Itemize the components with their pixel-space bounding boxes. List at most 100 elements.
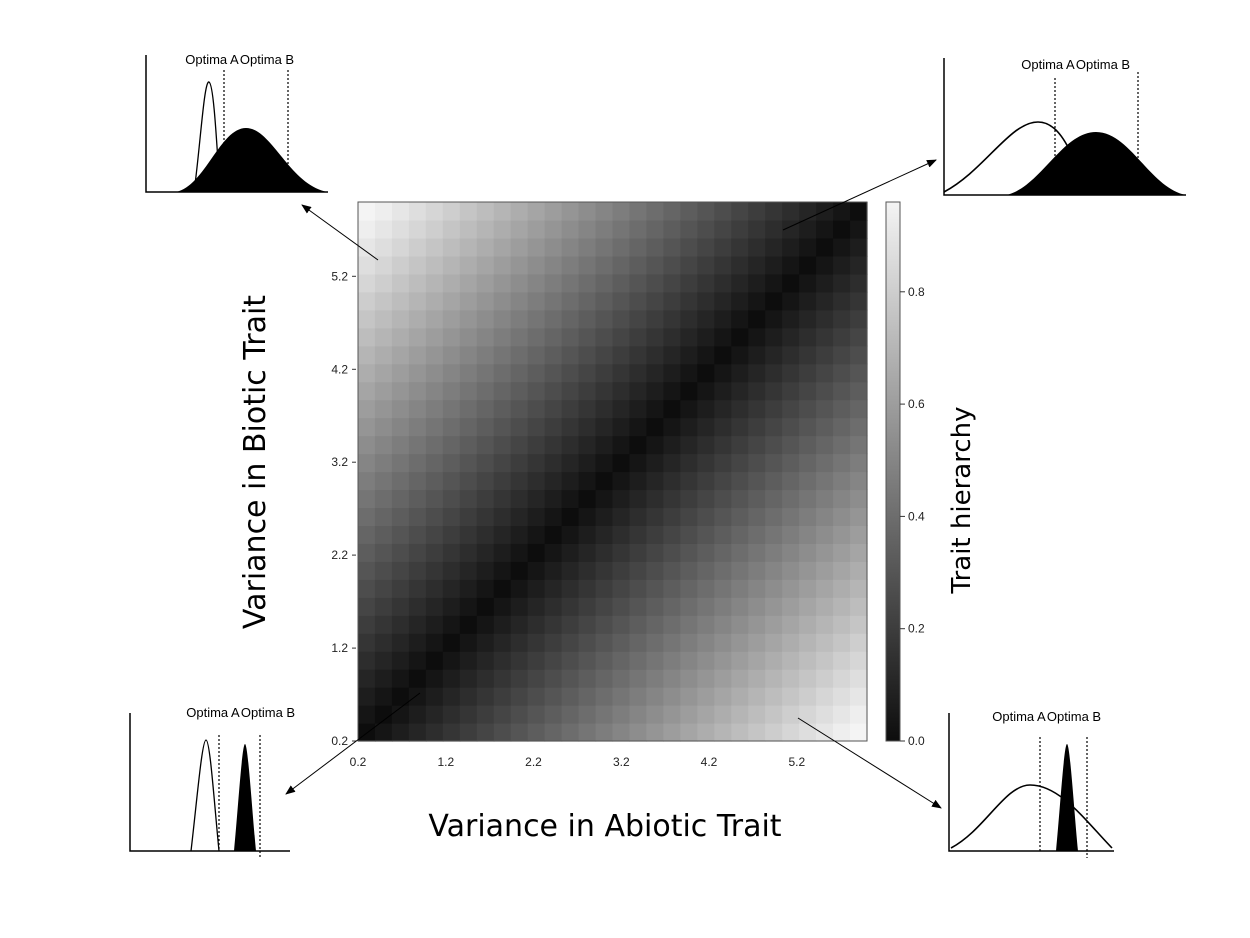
heatmap-cell — [731, 489, 749, 509]
x-tick-label: 1.2 — [437, 755, 454, 769]
heatmap-cell — [358, 633, 376, 652]
heatmap-cell — [629, 309, 648, 329]
heatmap-cell — [510, 237, 529, 257]
heatmap-cell — [697, 219, 715, 239]
heatmap-cell — [663, 597, 681, 616]
heatmap-cell — [595, 525, 614, 544]
heatmap-cell — [561, 669, 580, 688]
heatmap-cell — [697, 435, 715, 455]
heatmap-cell — [476, 291, 495, 311]
heatmap-cell — [850, 579, 868, 598]
heatmap-cell — [782, 435, 800, 455]
heatmap-cell — [782, 453, 800, 473]
heatmap-cell — [408, 237, 427, 257]
colorbar-tick-label: 0.4 — [908, 509, 925, 523]
inset-label-optima-a: Optima A — [186, 705, 240, 720]
heatmap-cell — [527, 489, 546, 509]
heatmap-cell — [527, 202, 546, 221]
heatmap-cell — [833, 597, 851, 616]
heatmap-cell — [765, 507, 783, 526]
heatmap-cell — [765, 669, 783, 688]
heatmap-cell — [629, 705, 648, 724]
heatmap-cell — [476, 435, 495, 455]
inset-distribution-outline — [193, 81, 221, 193]
y-tick-label: 2.2 — [331, 548, 348, 562]
heatmap-cell — [782, 471, 800, 491]
heatmap-cell — [816, 669, 834, 688]
heatmap-cell — [408, 723, 427, 742]
heatmap-cell — [391, 669, 410, 688]
heatmap-cell — [391, 705, 410, 724]
heatmap-cell — [578, 723, 597, 742]
heatmap-cell — [799, 309, 817, 329]
heatmap-cell — [595, 453, 614, 473]
heatmap-cell — [442, 651, 461, 670]
heatmap-cell — [782, 615, 800, 634]
heatmap-cell — [782, 723, 800, 742]
heatmap-cell — [561, 273, 580, 293]
heatmap-cell — [646, 291, 664, 311]
heatmap-cell — [765, 381, 783, 401]
heatmap-cell — [850, 399, 868, 419]
heatmap-cell — [765, 435, 783, 455]
inset-label-optima-b: Optima B — [241, 705, 295, 720]
heatmap-cell — [833, 723, 851, 742]
heatmap-cell — [799, 417, 817, 437]
heatmap-cell — [663, 202, 681, 221]
heatmap-cell — [646, 202, 664, 221]
heatmap-cell — [850, 633, 868, 652]
heatmap-cell — [544, 543, 563, 562]
heatmap-cell — [646, 471, 664, 491]
heatmap-cell — [578, 255, 597, 275]
heatmap-cell — [680, 669, 698, 688]
heatmap-cell — [527, 309, 546, 329]
y-tick-label: 0.2 — [331, 734, 348, 748]
heatmap-cell — [782, 202, 800, 221]
heatmap-cell — [408, 687, 427, 706]
heatmap-cell — [731, 597, 749, 616]
heatmap-cell — [629, 237, 648, 257]
heatmap-cell — [748, 273, 766, 293]
heatmap-cell — [358, 255, 376, 275]
heatmap-cell — [358, 507, 376, 526]
heatmap-cell — [544, 237, 563, 257]
heatmap-cell — [629, 669, 648, 688]
heatmap-cell — [374, 705, 393, 724]
heatmap-cell — [680, 237, 698, 257]
heatmap-cell — [459, 202, 478, 221]
heatmap-cell — [782, 579, 800, 598]
heatmap-cell — [442, 561, 461, 580]
heatmap-cell — [782, 417, 800, 437]
heatmap-cell — [799, 453, 817, 473]
heatmap-cell — [425, 489, 444, 509]
heatmap-cell — [374, 309, 393, 329]
heatmap-cell — [425, 399, 444, 419]
heatmap-cell — [697, 453, 715, 473]
heatmap-frame — [357, 201, 868, 742]
heatmap-cell — [358, 381, 376, 401]
heatmap-cell — [833, 399, 851, 419]
heatmap-cell — [765, 345, 783, 365]
heatmap-cell — [782, 363, 800, 383]
heatmap-cell — [442, 399, 461, 419]
heatmap-cell — [527, 345, 546, 365]
heatmap-cell — [476, 381, 495, 401]
heatmap-cell — [459, 579, 478, 598]
heatmap-cell — [544, 687, 563, 706]
heatmap-cell — [408, 453, 427, 473]
heatmap-cell — [646, 453, 664, 473]
inset-bottom-left: Optima A Optima B — [129, 705, 295, 858]
heatmap-cell — [510, 687, 529, 706]
heatmap-cell — [493, 345, 512, 365]
heatmap-cell — [612, 471, 631, 491]
heatmap-cell — [833, 255, 851, 275]
heatmap-cell — [612, 219, 631, 239]
heatmap-cell — [833, 435, 851, 455]
heatmap-cell — [680, 525, 698, 544]
heatmap-cell — [595, 543, 614, 562]
inset-distribution-outline — [950, 784, 1113, 849]
heatmap-cell — [561, 615, 580, 634]
y-axis-title: Variance in Biotic Trait — [238, 295, 273, 629]
heatmap-cell — [544, 561, 563, 580]
heatmap-cell — [493, 202, 512, 221]
